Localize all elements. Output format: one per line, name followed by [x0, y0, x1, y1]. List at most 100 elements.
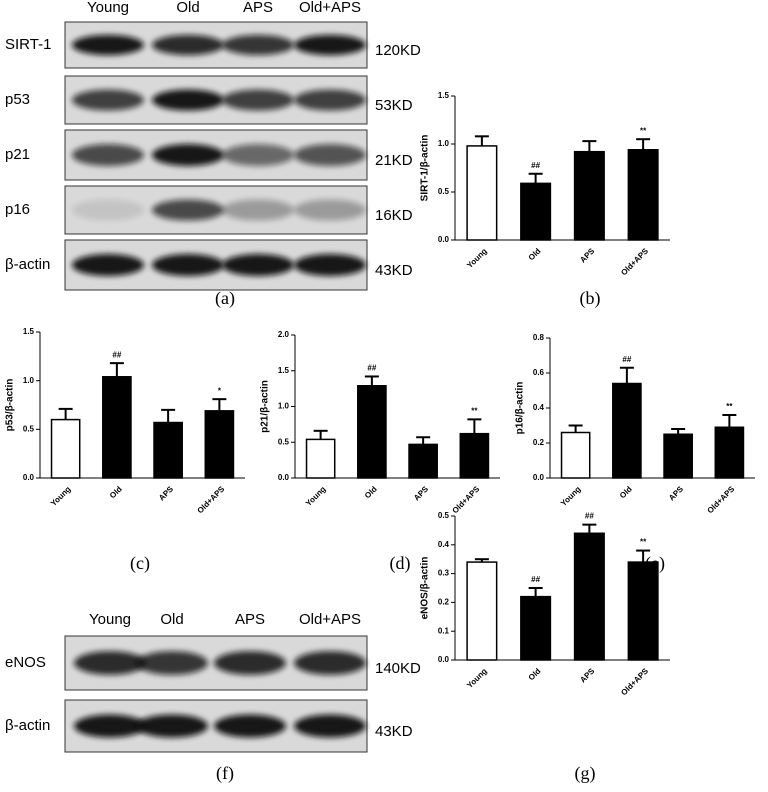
- bar: [466, 145, 498, 241]
- x-tick-label: Old+APS: [619, 246, 650, 277]
- band: [72, 144, 144, 166]
- lane-label: APS: [243, 0, 273, 16]
- x-tick-label: Old+APS: [196, 484, 227, 515]
- band: [294, 651, 366, 675]
- size-label: 140KD: [375, 660, 421, 677]
- row-label: β-actin: [5, 717, 50, 734]
- y-tick-label: 0.0: [533, 473, 545, 482]
- y-tick-label: 1.0: [23, 376, 35, 385]
- significance: ##: [367, 364, 376, 373]
- y-axis-label: p16/β-actin: [515, 382, 526, 435]
- band: [152, 34, 224, 56]
- y-tick-label: 0.0: [438, 655, 450, 664]
- caption: (f): [216, 763, 234, 784]
- x-tick-label: APS: [578, 246, 596, 264]
- x-tick-label: Young: [49, 484, 73, 508]
- band: [72, 254, 144, 276]
- row-label: β-actin: [5, 256, 50, 273]
- band: [72, 34, 144, 56]
- lane-label: Young: [87, 0, 129, 16]
- y-tick-label: 0.0: [23, 473, 35, 482]
- x-tick-label: Young: [465, 666, 489, 690]
- band: [152, 199, 224, 221]
- band: [152, 144, 224, 166]
- lane-label: APS: [235, 611, 265, 628]
- y-tick-label: 0.5: [278, 437, 290, 446]
- y-tick-label: 1.0: [278, 402, 290, 411]
- x-tick-label: Old: [363, 484, 379, 500]
- significance: ##: [112, 350, 121, 359]
- y-tick-label: 1.0: [438, 139, 450, 148]
- x-tick-label: Old+APS: [706, 484, 737, 515]
- y-tick-label: 2.0: [278, 330, 290, 339]
- bar: [573, 532, 605, 661]
- lane-label: Young: [89, 611, 131, 628]
- bar: [714, 426, 745, 479]
- band: [72, 199, 144, 221]
- x-tick-label: Old+APS: [619, 666, 650, 697]
- x-tick-label: Young: [465, 246, 489, 270]
- y-tick-label: 0.4: [438, 540, 450, 549]
- x-tick-label: APS: [667, 484, 685, 502]
- significance: ##: [531, 161, 540, 170]
- band: [214, 714, 286, 738]
- y-tick-label: 0.0: [438, 235, 450, 244]
- caption: (d): [390, 553, 411, 574]
- y-tick-label: 1.5: [438, 91, 450, 100]
- significance: ##: [622, 355, 631, 364]
- band: [294, 254, 366, 276]
- y-tick-label: 0.3: [438, 569, 450, 578]
- band: [294, 89, 366, 111]
- row-label: p21: [5, 146, 30, 163]
- y-tick-label: 0.4: [533, 403, 545, 412]
- significance: ##: [531, 575, 540, 584]
- band: [74, 651, 146, 675]
- bar: [627, 561, 659, 661]
- bar: [459, 432, 490, 479]
- band: [222, 89, 294, 111]
- bar: [573, 150, 605, 241]
- bar: [204, 410, 235, 479]
- row-label: SIRT-1: [5, 36, 51, 53]
- y-tick-label: 0.6: [533, 368, 545, 377]
- band: [222, 144, 294, 166]
- y-axis-label: SIRT-1/β-actin: [420, 135, 431, 202]
- lane-label: Old+APS: [299, 0, 361, 16]
- band: [152, 254, 224, 276]
- caption: (g): [575, 763, 596, 784]
- band: [294, 34, 366, 56]
- y-axis-label: eNOS/β-actin: [420, 557, 431, 620]
- caption: (c): [130, 553, 150, 574]
- band: [294, 199, 366, 221]
- y-tick-label: 0.1: [438, 626, 450, 635]
- bar: [408, 443, 438, 479]
- x-tick-label: Old: [527, 666, 543, 682]
- bar: [627, 149, 659, 241]
- bar: [663, 433, 693, 479]
- bar: [612, 382, 642, 479]
- y-tick-label: 0.2: [438, 598, 450, 607]
- size-label: 120KD: [375, 42, 421, 59]
- band: [294, 144, 366, 166]
- caption: (b): [580, 288, 601, 309]
- y-tick-label: 0.0: [278, 473, 290, 482]
- bar: [357, 385, 387, 479]
- bar: [560, 431, 591, 479]
- row-label: p16: [5, 201, 30, 218]
- x-tick-label: Old: [527, 246, 543, 262]
- bar: [153, 421, 183, 479]
- band: [294, 714, 366, 738]
- row-label: p53: [5, 91, 30, 108]
- x-tick-label: APS: [157, 484, 175, 502]
- band: [152, 89, 224, 111]
- bar: [102, 376, 132, 479]
- x-tick-label: APS: [412, 484, 430, 502]
- bar: [520, 182, 552, 241]
- x-tick-label: Old: [618, 484, 634, 500]
- lane-label: Old: [160, 611, 183, 628]
- bar: [466, 561, 498, 661]
- band: [222, 254, 294, 276]
- bar: [305, 438, 336, 479]
- caption: (a): [215, 288, 235, 309]
- y-tick-label: 0.5: [438, 511, 450, 520]
